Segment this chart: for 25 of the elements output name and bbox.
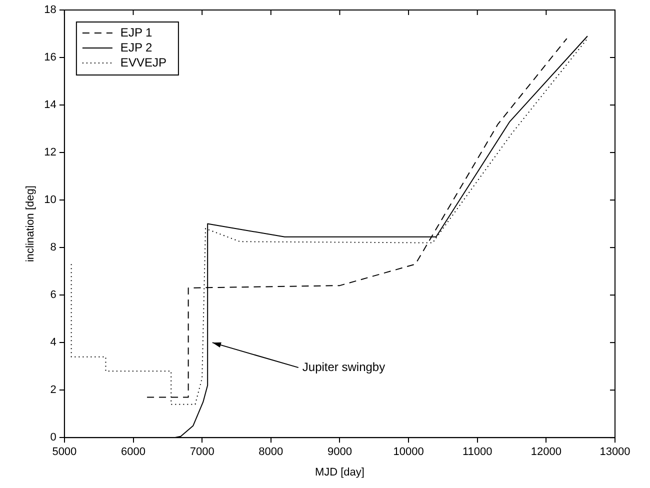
x-tick-label: 5000 xyxy=(52,446,77,458)
x-tick-label: 12000 xyxy=(530,446,562,458)
annotation: Jupiter swingby xyxy=(302,360,386,374)
x-tick-label: 7000 xyxy=(190,446,214,458)
legend-label: EJP 1 xyxy=(120,25,153,40)
y-tick-label: 16 xyxy=(44,52,56,64)
legend-label: EVVEJP xyxy=(120,55,166,70)
y-tick-label: 4 xyxy=(50,336,56,349)
y-tick-label: 10 xyxy=(44,194,56,206)
y-tick-label: 14 xyxy=(44,99,56,112)
y-tick-label: 2 xyxy=(50,384,56,396)
x-tick-label: 9000 xyxy=(327,446,352,458)
x-tick-label: 13000 xyxy=(600,446,630,458)
x-tick-label: 11000 xyxy=(462,446,492,458)
y-tick-label: 8 xyxy=(50,242,56,254)
y-tick-label: 18 xyxy=(44,4,56,16)
x-tick-label: 10000 xyxy=(393,446,424,458)
x-axis-title: MJD [day] xyxy=(314,466,364,478)
y-tick-label: 12 xyxy=(44,146,56,159)
x-tick-label: 6000 xyxy=(121,446,146,458)
y-axis-title: inclination [deg] xyxy=(24,186,37,262)
legend-label: EJP 2 xyxy=(120,40,153,54)
y-tick-label: 0 xyxy=(50,432,56,444)
y-tick-label: 6 xyxy=(50,289,56,302)
x-tick-label: 8000 xyxy=(258,446,284,458)
